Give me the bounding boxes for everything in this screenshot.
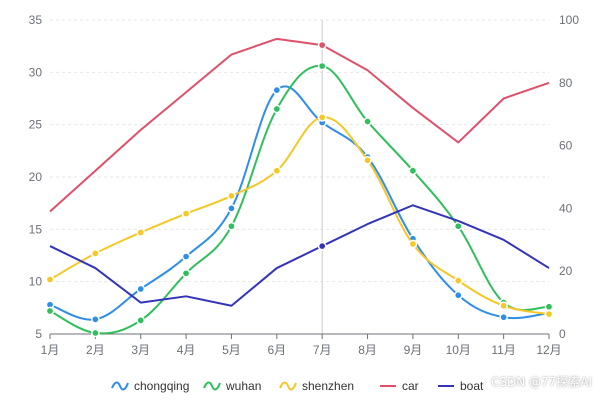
data-point-wuhan [45,306,55,316]
x-tick-label: 4月 [177,343,196,357]
y-right-tick-label: 100 [559,13,579,27]
legend-item-shenzhen[interactable]: shenzhen [279,379,354,393]
x-tick-label: 5月 [222,343,241,357]
legend-label: chongqing [134,379,189,393]
highlight-point-boat [317,241,327,251]
data-point-shenzhen [272,166,282,176]
data-point-chongqing [272,85,282,95]
series-line-chongqing [49,85,550,321]
series-line-boat [49,204,550,307]
data-point-wuhan [136,316,146,325]
x-tick-label: 8月 [358,343,377,357]
y-left-tick-label: 30 [29,65,43,79]
data-point-wuhan [363,117,372,126]
data-point-chongqing [227,204,236,213]
legend-icon-shenzhen [279,381,297,391]
x-tick-label: 11月 [491,343,515,357]
data-point-chongqing [453,290,463,300]
highlight-point-car [317,40,327,50]
x-tick-label: 2月 [86,343,105,357]
x-tick-label: 7月 [313,343,332,357]
series-line-shenzhen [49,116,550,316]
data-point-wuhan [272,104,282,114]
data-point-chongqing [499,312,508,322]
data-point-shenzhen [317,112,327,122]
data-point-shenzhen [181,209,191,218]
y-right-tick-label: 20 [559,264,573,278]
legend-label: car [402,379,419,393]
watermark-text: CSDN @77探索AI [490,375,592,389]
legend-item-chongqing[interactable]: chongqing [111,379,189,393]
data-point-wuhan [408,166,418,176]
y-right-tick-label: 80 [559,76,573,90]
data-point-shenzhen [227,191,236,201]
data-point-chongqing [181,252,191,261]
legend-label: wuhan [225,379,261,393]
y-left-tick-label: 10 [29,275,43,289]
legend-item-wuhan[interactable]: wuhan [203,379,261,393]
series-lines [45,37,554,338]
legend[interactable]: chongqing wuhan shenzhen car boat [111,379,484,393]
x-tick-label: 1月 [41,343,60,357]
y-left-tick-label: 20 [29,170,43,184]
legend-icon-wuhan [203,381,221,391]
y-right-tick-label: 40 [559,201,573,215]
legend-item-boat[interactable]: boat [438,379,484,393]
y-right-tick-label: 60 [559,139,573,153]
series-line-wuhan [49,64,550,335]
data-point-chongqing [136,284,146,294]
grid-lines [50,19,549,334]
data-point-shenzhen [91,249,100,258]
data-point-shenzhen [453,276,463,285]
legend-item-car[interactable]: car [380,379,419,393]
x-tick-label: 3月 [131,343,150,357]
x-tick-label: 12月 [536,343,561,357]
data-point-wuhan [317,61,327,71]
data-point-wuhan [453,221,463,231]
axes: 1月 2月 3月 4月 5月 6月 7月 8月 9月 10月 11月 12月 5 10 15 20 25 30 35… [29,13,580,357]
x-tick-label: 9月 [404,343,423,357]
y-left-tick-label: 35 [29,13,43,27]
y-left-tick-label: 15 [29,222,43,236]
data-point-shenzhen [544,309,554,319]
legend-icon-chongqing [111,381,129,391]
data-point-wuhan [544,302,554,312]
data-point-wuhan [91,328,100,338]
data-point-wuhan [227,221,236,231]
data-point-shenzhen [136,228,146,237]
data-point-wuhan [181,268,191,278]
data-point-shenzhen [45,275,55,284]
data-point-chongqing [91,314,100,324]
y-left-tick-label: 25 [29,118,43,132]
series-line-car [49,37,550,213]
y-right-tick-label: 0 [559,327,566,341]
data-point-shenzhen [499,301,508,311]
y-left-tick-label: 5 [35,327,42,341]
legend-label: shenzhen [302,379,354,393]
data-point-shenzhen [408,239,418,249]
x-tick-label: 6月 [267,343,286,357]
data-point-shenzhen [363,155,372,165]
legend-label: boat [460,379,484,393]
x-tick-label: 10月 [446,343,471,357]
